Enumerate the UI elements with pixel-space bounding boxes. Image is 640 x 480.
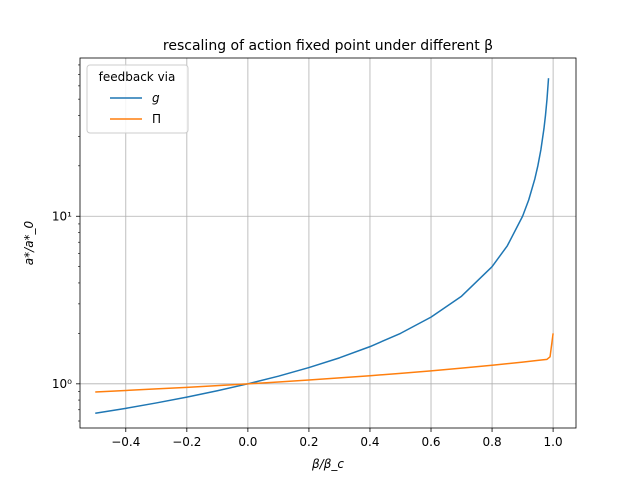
y-axis-label: a*/a*_0 [22,220,36,265]
series-line-pi [95,333,554,393]
legend: feedback via g Π [86,64,189,134]
y-tick-label: 10¹ [52,209,72,223]
x-axis-label: β/β_c [311,457,344,471]
legend-label-pi: Π [152,112,161,126]
legend-box [86,64,189,134]
legend-title: feedback via [99,70,176,84]
legend-label-g: g [152,91,160,105]
ticks: −0.4 −0.2 0.0 0.2 0.4 0.6 0.8 1.0 10⁰ 10¹ [52,64,563,449]
x-tick-label: 0.4 [360,435,379,449]
plot-series [95,78,554,415]
chart-title: rescaling of action fixed point under di… [163,38,493,54]
x-tick-label: −0.2 [172,435,201,449]
series-line-g [95,78,550,415]
x-tick-label: 0.2 [299,435,318,449]
y-tick-label: 10⁰ [52,377,72,391]
plot-frame [79,57,577,429]
x-tick-label: 0.0 [238,435,257,449]
x-tick-label: 0.8 [483,435,502,449]
x-tick-label: −0.4 [111,435,140,449]
x-tick-label: 1.0 [544,435,563,449]
x-tick-label: 0.6 [421,435,440,449]
